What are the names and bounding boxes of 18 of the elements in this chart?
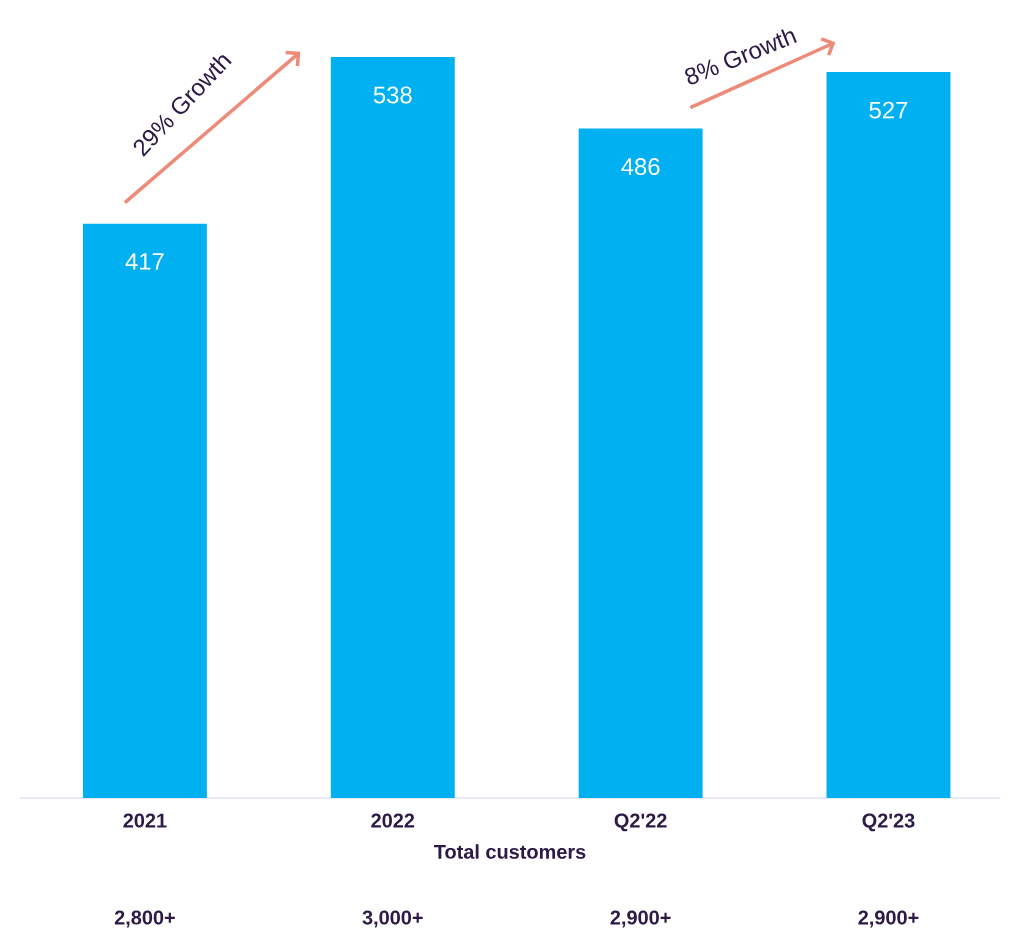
data-label: 417 [125, 253, 164, 270]
x-tick-label: 2021 [123, 813, 167, 828]
bar [578, 128, 703, 798]
data-label: 538 [373, 86, 412, 104]
data-label: 486 [621, 158, 660, 176]
x-tick-label: Q2'22 [614, 813, 667, 832]
annotation: 8% Growth [685, 29, 797, 85]
data-label: 527 [869, 101, 908, 119]
text: 2,900+ [858, 910, 919, 928]
text: 3,000+ [362, 910, 423, 928]
x-tick-label: 2022 [371, 813, 415, 828]
bar [82, 223, 207, 798]
text: 2,800+ [114, 910, 175, 928]
bar [826, 72, 951, 798]
bar [330, 56, 455, 798]
text: 2,900+ [610, 910, 671, 928]
x-axis-title: Total customers [434, 844, 586, 859]
x-tick-label: Q2'23 [862, 813, 915, 832]
